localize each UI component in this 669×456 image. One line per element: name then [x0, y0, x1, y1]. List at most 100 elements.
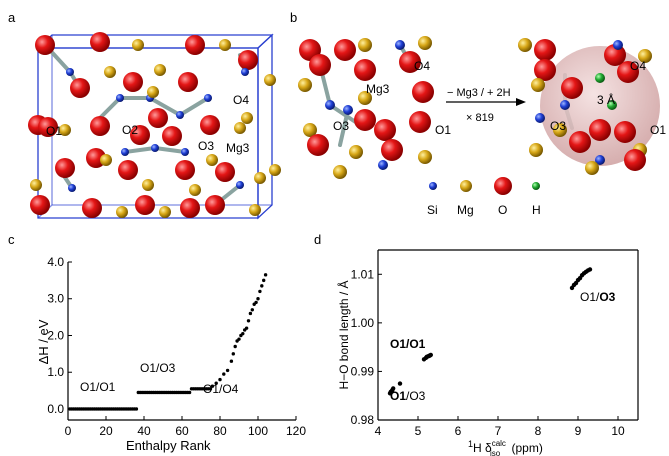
mg-atom — [358, 91, 372, 105]
mg-atom — [638, 49, 652, 63]
c-point — [263, 273, 268, 277]
c-xtick-label: 40 — [137, 424, 151, 438]
d-xtick-label: 7 — [495, 424, 502, 438]
c-point — [229, 359, 234, 363]
o-atom — [238, 50, 258, 70]
si-atom — [613, 40, 623, 50]
c-annot-o1o1: O1/O1 — [80, 380, 116, 394]
c-point — [254, 300, 258, 305]
mg-atom — [553, 123, 567, 137]
c-point — [187, 390, 192, 395]
o-atom — [70, 78, 90, 98]
b-right-o4: O4 — [630, 59, 646, 73]
c-point — [256, 297, 260, 301]
o-atom — [617, 61, 639, 83]
legend-mg: Mg — [457, 203, 474, 217]
o-atom — [334, 39, 356, 61]
c-xlabel: Enthalpy Rank — [126, 438, 211, 453]
o-atom — [309, 54, 331, 76]
c-point — [134, 407, 139, 411]
c-point — [225, 368, 230, 373]
c-annot-o1o3: O1/O3 — [140, 361, 176, 375]
o-atom — [534, 39, 556, 61]
mg-atom — [303, 123, 317, 137]
o-atom — [604, 44, 626, 66]
legend-h-swatch — [532, 182, 540, 190]
mg-atom — [154, 64, 166, 76]
si-atom — [241, 68, 249, 76]
panel-label-b: b — [290, 10, 298, 25]
o-atom — [185, 35, 205, 55]
atom-legend: Si Mg O H — [427, 177, 541, 217]
mg-atom — [234, 122, 246, 134]
o-atom — [589, 119, 611, 141]
si-atom — [325, 100, 335, 110]
mg-atom — [241, 112, 253, 124]
si-atom — [595, 155, 605, 165]
d-ytick-label: 1.01 — [351, 267, 375, 281]
c-point — [208, 387, 213, 391]
d-xlabel: 1H δcalc iso (ppm) — [468, 439, 543, 456]
d-xtick-label: 5 — [415, 424, 422, 438]
atom-label-o3: O3 — [198, 139, 214, 153]
mg-atom — [254, 172, 266, 184]
mg-atom — [531, 78, 545, 92]
si-atom — [181, 148, 189, 156]
si-atom — [343, 105, 353, 115]
mg-atom — [30, 179, 42, 191]
o-atom — [90, 116, 110, 136]
si-atom — [378, 160, 388, 170]
o-atom — [82, 198, 102, 218]
si-atom — [68, 184, 76, 192]
c-point — [222, 372, 226, 376]
c-point — [233, 344, 237, 349]
mg-atom — [100, 154, 112, 166]
o-atom — [118, 160, 138, 180]
c-xtick-label: 80 — [213, 424, 227, 438]
o-atom — [614, 121, 636, 143]
b-left-o1: O1 — [435, 123, 451, 137]
o-atom — [162, 126, 182, 146]
atom-label-o4: O4 — [233, 93, 249, 107]
c-ytick-label: 1.0 — [47, 365, 64, 379]
mg-atom — [418, 36, 432, 50]
o-atom — [90, 32, 110, 52]
legend-si: Si — [427, 203, 438, 217]
d-xtick-label: 9 — [575, 424, 582, 438]
panel-label-c: c — [8, 232, 15, 247]
b-right-o3: O3 — [550, 119, 566, 133]
mg-atom — [159, 206, 171, 218]
d-xtick-label: 4 — [375, 424, 382, 438]
o-atom — [38, 117, 58, 137]
c-point — [246, 319, 251, 323]
mg-atom — [349, 145, 363, 159]
legend-o: O — [498, 203, 507, 217]
o-atom — [200, 115, 220, 135]
d-ytick-label: 0.99 — [351, 364, 375, 378]
chart-c: 0 20 40 60 80 100 120 0.0 1.0 2.0 3.0 4.0 Enthalpy … — [36, 255, 306, 453]
d-annot-o1o3: O1/O3 — [390, 389, 426, 403]
panel-label-a: a — [8, 10, 16, 25]
d-ytick-label: 0.98 — [351, 413, 375, 427]
reaction-label-bottom: × 819 — [466, 112, 494, 124]
c-ylabel: ΔH / eV — [36, 319, 51, 364]
h-atom — [607, 100, 617, 110]
c-point — [248, 311, 253, 316]
mg-atom — [529, 143, 543, 157]
atom-label-o1: O1 — [46, 124, 62, 138]
d-xtick-label: 10 — [611, 424, 625, 438]
mg-atom — [219, 39, 231, 51]
d-annot-o1o1: O1/O1 — [390, 337, 426, 351]
c-point — [258, 289, 262, 294]
mg-atom — [269, 164, 281, 176]
o-atom — [534, 59, 556, 81]
d-annot-o1o3-top: O1/O3 — [580, 290, 616, 304]
panel-a-structure — [28, 32, 281, 220]
b-right-o1: O1 — [650, 123, 666, 137]
d-annot-o1o3-rest: /O3 — [406, 389, 426, 403]
o-atom — [354, 109, 376, 131]
o-atom — [30, 195, 50, 215]
c-ytick-label: 3.0 — [47, 292, 64, 306]
o-atom — [123, 72, 143, 92]
